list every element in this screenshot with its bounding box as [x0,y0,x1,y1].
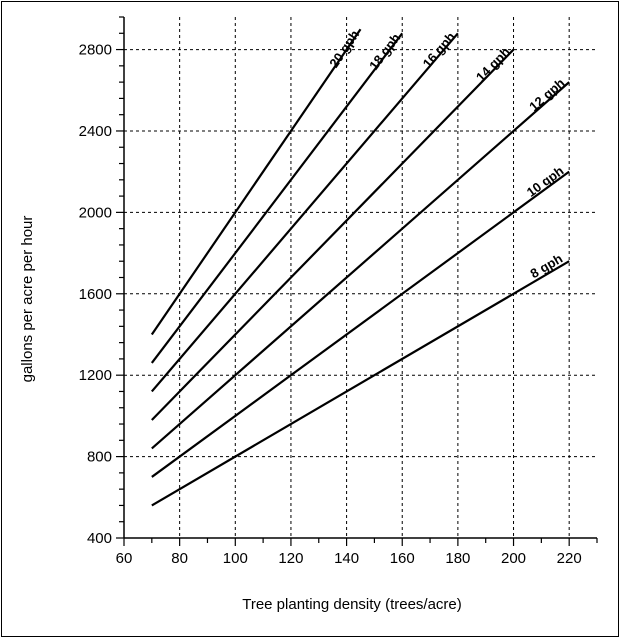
series-layer [150,28,570,507]
y-axis-title: gallons per acre per hour [19,216,36,383]
x-tick-label: 160 [390,550,415,567]
y-tick-label: 1200 [79,367,112,384]
series-label: 12 gph [526,75,567,114]
x-tick-label: 100 [223,550,248,567]
x-axis-title: Tree planting density (trees/acre) [242,596,462,613]
series-line [151,260,570,507]
x-tick-label: 200 [501,550,526,567]
axes-layer: 60 80 100 120 140 160 180 200 220 400 800 1200 1600 2… [79,16,598,567]
x-tick-label: 220 [557,550,582,567]
y-tick-label: 1600 [79,286,112,303]
x-tick-label: 180 [445,550,470,567]
series-label: 18 gph [366,30,403,72]
y-tick-label: 400 [87,530,112,547]
y-tick-label: 2800 [79,42,112,59]
y-tick-label: 800 [87,449,112,466]
x-tick-label: 60 [116,550,133,567]
series-label: 8 gph [528,251,566,281]
series-line [151,170,570,478]
y-tick-label: 2000 [79,204,112,221]
series-label: 20 gph [326,27,362,70]
series-line [150,32,404,364]
series-label: 14 gph [473,44,513,84]
grid-layer [124,17,597,538]
x-tick-label: 80 [171,550,188,567]
series-line [150,32,459,393]
series-label: 10 gph [524,163,567,200]
x-tick-label: 140 [334,550,359,567]
series-line [151,81,570,450]
series-line [151,48,515,421]
series-line [150,28,362,336]
y-tick-label: 2400 [79,123,112,140]
x-tick-label: 120 [278,550,303,567]
